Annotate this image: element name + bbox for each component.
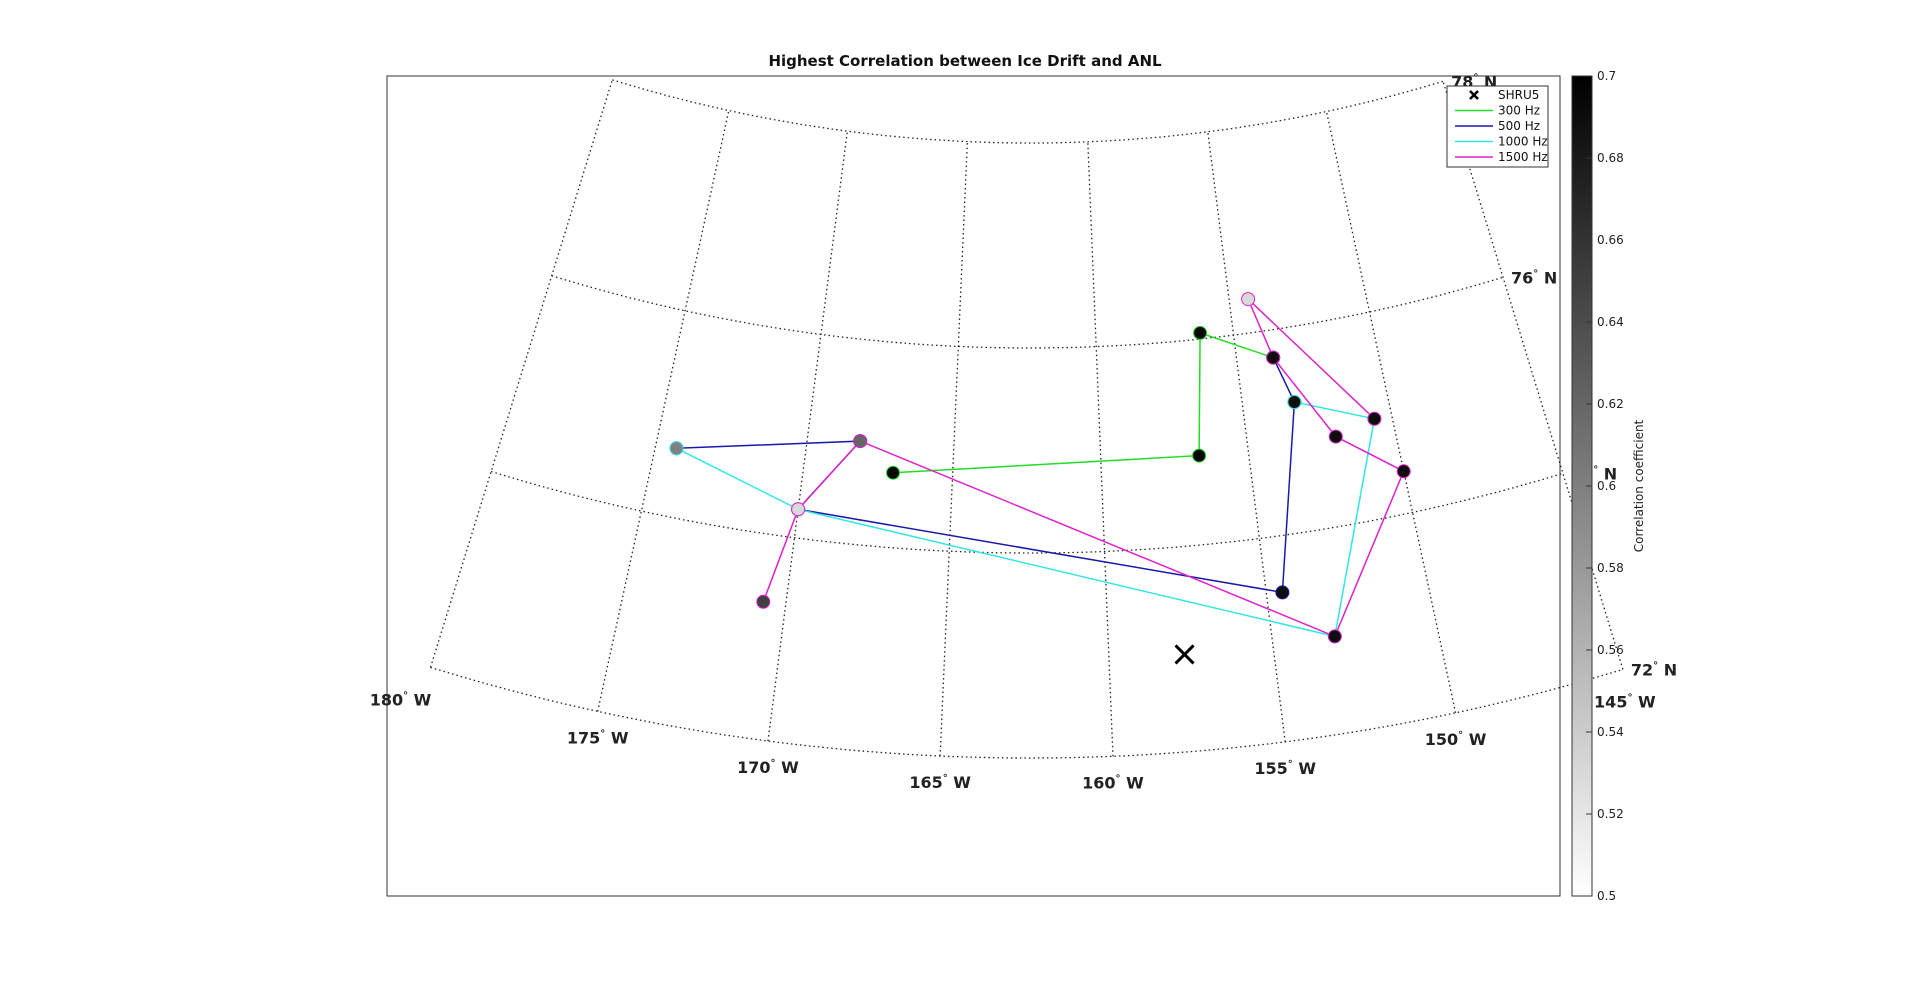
colorbar: 0.5 0.52 0.54 0.56 0.58 0.6 0.62 0.64 0.66 0.68 0.… xyxy=(1571,69,1646,903)
parallel-72 xyxy=(430,666,1624,759)
correlation-markers xyxy=(669,292,1411,644)
marker-s3-p2 xyxy=(853,434,868,449)
colorbar-label: Correlation coefficient xyxy=(1632,419,1646,552)
colorbar-tick-1: 0.52 xyxy=(1597,807,1624,821)
axes-box xyxy=(386,75,1561,897)
series-line-1 xyxy=(676,357,1296,594)
legend-label-4: 1500 Hz xyxy=(1498,150,1548,164)
meridian-165 xyxy=(939,141,969,757)
marker-s0-p1 xyxy=(1192,448,1207,463)
marker-s3-p6 xyxy=(1266,350,1281,365)
lat-label-0: 72° N xyxy=(1631,660,1677,679)
colorbar-tick-6: 0.62 xyxy=(1597,397,1624,411)
legend-label-0: SHRU5 xyxy=(1498,88,1539,102)
colorbar-tick-10: 0.7 xyxy=(1597,69,1616,83)
shru5-marker xyxy=(1174,644,1195,665)
lon-label-2: 170° W xyxy=(737,758,799,777)
marker-s3-p8 xyxy=(1367,411,1382,426)
lon-label-5: 155° W xyxy=(1254,759,1316,778)
colorbar-tick-3: 0.56 xyxy=(1597,643,1624,657)
legend-label-3: 1000 Hz xyxy=(1498,135,1548,149)
marker-s3-p0 xyxy=(756,594,771,609)
colorbar-tick-8: 0.66 xyxy=(1597,233,1624,247)
colorbar-tick-5: 0.6 xyxy=(1597,479,1616,493)
parallel-74 xyxy=(490,470,1564,554)
meridian-170 xyxy=(767,131,849,742)
parallel-76 xyxy=(551,275,1504,349)
lat-label-2: 76° N xyxy=(1511,268,1557,287)
lon-label-0: 180° W xyxy=(370,690,432,709)
parallel-78 xyxy=(612,79,1444,144)
legend-symbol-0 xyxy=(1469,90,1479,100)
marker-s3-p7 xyxy=(1241,292,1256,307)
colorbar-tick-2: 0.54 xyxy=(1597,725,1624,739)
marker-s3-p3 xyxy=(1327,629,1342,644)
lon-label-1: 175° W xyxy=(567,728,629,747)
marker-s2-p0 xyxy=(669,441,684,456)
lon-label-7: 145° W xyxy=(1594,692,1656,711)
marker-s2-p4 xyxy=(1287,395,1302,409)
colorbar-tick-9: 0.68 xyxy=(1597,151,1624,165)
marker-s0-p2 xyxy=(1193,325,1208,340)
legend-label-2: 500 Hz xyxy=(1498,119,1540,133)
map-graticule xyxy=(429,79,1624,759)
chart-title: Highest Correlation between Ice Drift an… xyxy=(768,52,1162,70)
lon-label-6: 150° W xyxy=(1425,730,1487,749)
marker-s1-p3 xyxy=(1275,585,1290,600)
marker-s3-p5 xyxy=(1328,429,1343,444)
marker-s3-p1 xyxy=(791,502,806,517)
lon-label-4: 160° W xyxy=(1082,773,1144,792)
meridian-175 xyxy=(597,110,730,712)
marker-s0-p0 xyxy=(886,465,900,480)
series-line-0 xyxy=(892,331,1274,474)
marker-s3-p4 xyxy=(1396,464,1411,479)
legend-label-1: 300 Hz xyxy=(1498,104,1540,118)
colorbar-tick-7: 0.64 xyxy=(1597,315,1624,329)
lon-label-3: 165° W xyxy=(909,773,971,792)
colorbar-tick-4: 0.58 xyxy=(1597,561,1624,575)
meridian-155 xyxy=(1207,131,1286,742)
shru5-cross xyxy=(1174,644,1195,665)
longitude-labels: 180° W 175° W 170° W 165° W 160° W 155° W 150°… xyxy=(370,690,1656,792)
colorbar-tick-0: 0.5 xyxy=(1597,889,1616,903)
